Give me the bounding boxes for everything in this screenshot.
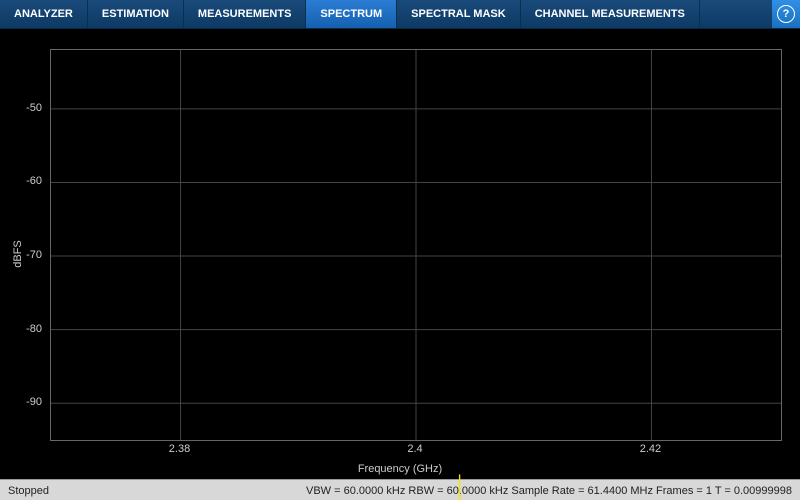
tab-measurements[interactable]: MEASUREMENTS <box>184 0 307 28</box>
help-icon: ? <box>777 5 795 23</box>
plot-grid <box>51 50 781 440</box>
status-state: Stopped <box>0 485 57 497</box>
tab-analyzer[interactable]: ANALYZER <box>0 0 88 28</box>
x-axis-label: Frequency (GHz) <box>0 463 800 475</box>
tab-spectral-mask[interactable]: SPECTRAL MASK <box>397 0 521 28</box>
tab-spectrum[interactable]: SPECTRUM <box>306 0 397 28</box>
y-ticks: -90-80-70-60-50 <box>0 49 46 439</box>
tab-channel-measurements[interactable]: CHANNEL MEASUREMENTS <box>521 0 700 28</box>
tab-estimation[interactable]: ESTIMATION <box>88 0 184 28</box>
toolbar: ANALYZERESTIMATIONMEASUREMENTSSPECTRUMSP… <box>0 0 800 29</box>
spectrum-plot: dBFS -90-80-70-60-50 2.382.42.42 Frequen… <box>0 29 800 479</box>
plot-area[interactable] <box>50 49 782 441</box>
help-button[interactable]: ? <box>772 0 800 28</box>
